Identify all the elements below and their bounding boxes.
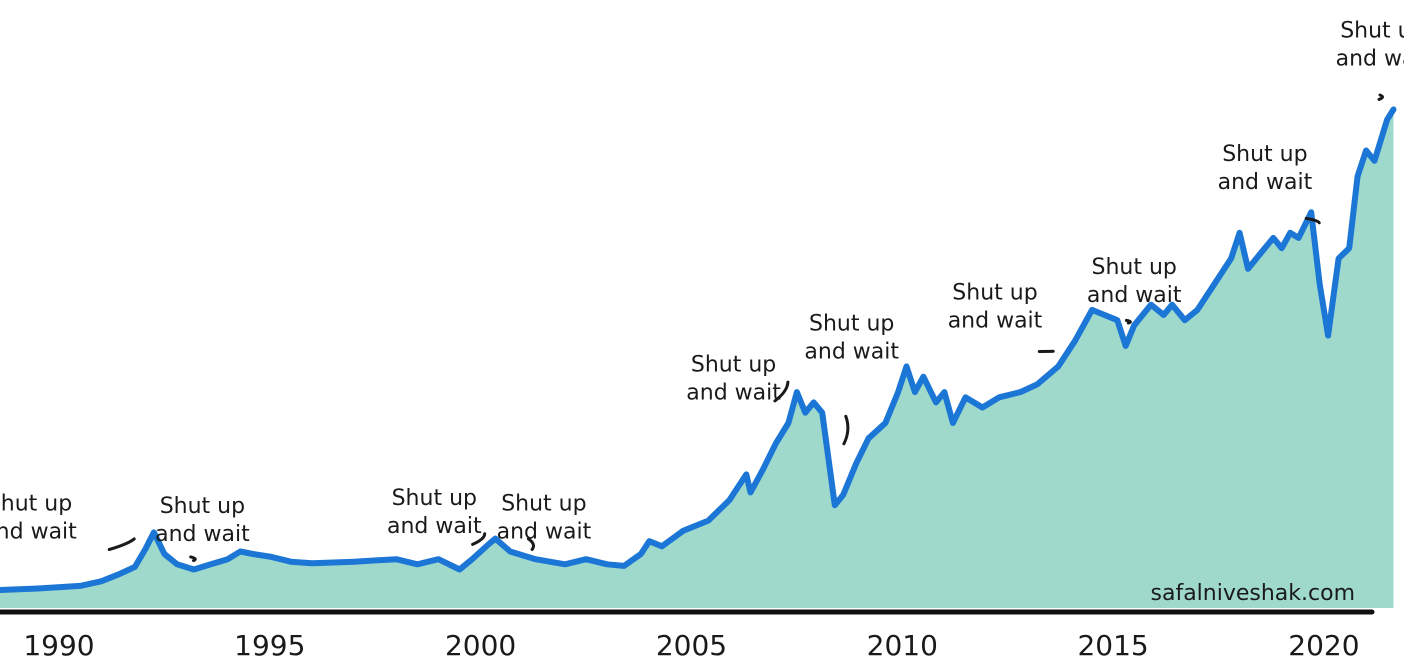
annotation-6: Shut up and wait (804, 311, 899, 446)
annotation-10-pointer (1377, 93, 1384, 101)
annotation-10-line-1: Shut up (1340, 19, 1404, 44)
annotation-5-pointer (773, 380, 790, 403)
annotation-8-line-1: Shut up (1092, 255, 1177, 280)
annotation-8-line-2: and wait (1087, 283, 1182, 308)
annotation-5-line-2: and wait (686, 381, 781, 406)
annotation-3-line-1: Shut up (392, 486, 477, 511)
annotation-4: Shut up and wait (497, 491, 592, 551)
tick-label-2010: 2010 (867, 629, 938, 662)
annotation-4-line-1: Shut up (501, 491, 586, 516)
tick-label-1990: 1990 (23, 629, 94, 662)
annotation-6-line-1: Shut up (809, 311, 894, 336)
annotation-6-pointer (842, 414, 850, 446)
annotations: Shut up and wait Shut up and wait Shut up and… (0, 19, 1404, 563)
annotation-3-pointer (471, 532, 487, 546)
annotation-2-line-2: and wait (155, 522, 250, 547)
annotation-6-line-2: and wait (804, 339, 899, 364)
tick-label-1995: 1995 (234, 629, 305, 662)
annotation-9: Shut up and wait (1218, 142, 1321, 225)
annotation-5: Shut up and wait (686, 353, 790, 406)
tick-label-2020: 2020 (1288, 629, 1359, 662)
annotation-2-line-1: Shut up (160, 494, 245, 519)
annotation-2: Shut up and wait (155, 494, 250, 563)
annotation-4-line-2: and wait (497, 519, 592, 544)
tick-label-2000: 2000 (445, 629, 516, 662)
annotation-9-line-1: Shut up (1222, 142, 1307, 167)
annotation-1: Shut up and wait (0, 491, 136, 551)
annotation-2-pointer (189, 555, 197, 563)
annotation-1-line-1: Shut up (0, 491, 72, 516)
annotation-5-line-1: Shut up (691, 353, 776, 378)
annotation-10-line-2: and wait (1336, 47, 1404, 72)
x-tick-labels: 1990 1995 2000 2005 2010 2015 2020 (23, 629, 1359, 662)
annotation-8-pointer (1124, 318, 1132, 325)
annotation-9-line-2: and wait (1218, 170, 1313, 195)
annotation-10: Shut up and wait (1336, 19, 1404, 101)
tick-label-2005: 2005 (656, 629, 727, 662)
annotation-7-line-2: and wait (948, 309, 1043, 334)
annotation-3: Shut up and wait (387, 486, 487, 546)
watermark: safalniveshak.com (1151, 581, 1356, 606)
annotation-3-line-2: and wait (387, 514, 482, 539)
tick-label-2015: 2015 (1077, 629, 1148, 662)
annotation-8: Shut up and wait (1087, 255, 1182, 325)
annotation-9-pointer (1304, 216, 1321, 225)
annotation-7: Shut up and wait (948, 281, 1055, 353)
annotation-4-pointer (526, 537, 535, 551)
annotation-7-line-1: Shut up (952, 281, 1037, 306)
annotation-1-pointer (107, 537, 136, 551)
series-line (0, 106, 1397, 593)
annotation-1-line-2: and wait (0, 519, 77, 544)
area-fill (0, 109, 1394, 609)
